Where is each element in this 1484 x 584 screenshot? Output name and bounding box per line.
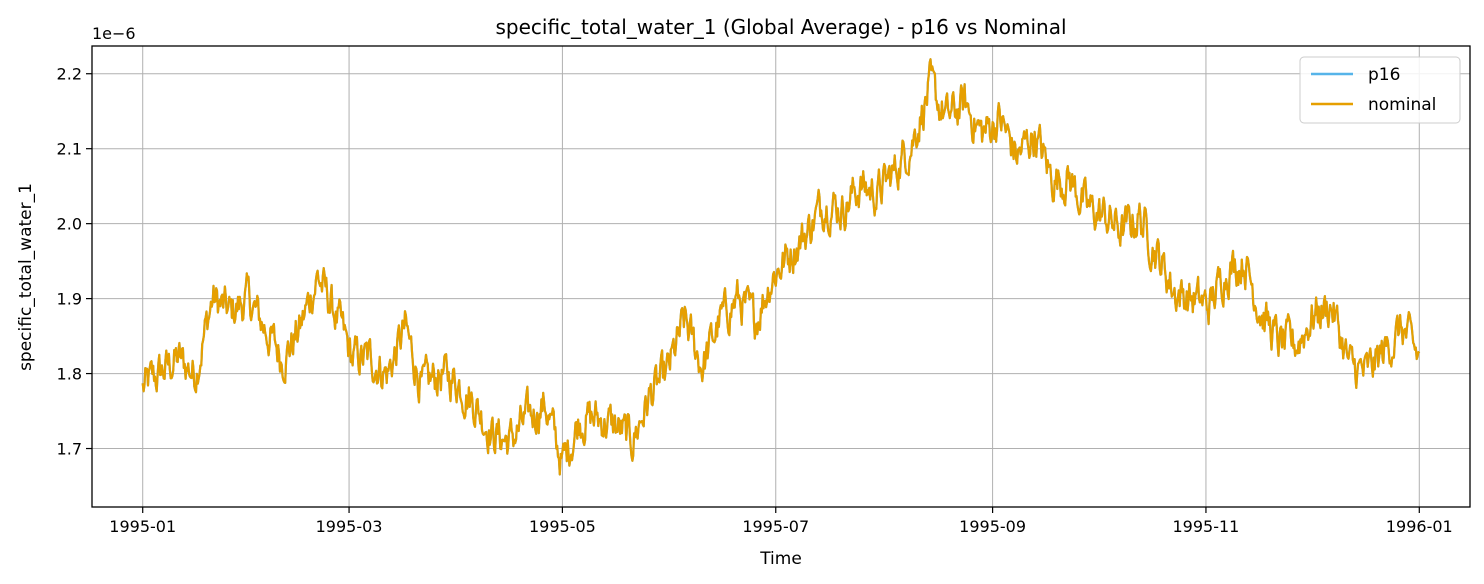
plot-frame	[91, 45, 1471, 508]
y-scale-label: 1e−6	[92, 24, 136, 43]
series-layer	[141, 58, 1421, 476]
legend: p16 nominal	[1299, 56, 1461, 124]
legend-label-nominal: nominal	[1368, 95, 1436, 115]
y-tick-label: 1.7	[57, 440, 82, 459]
x-tick-label: 1995-05	[529, 517, 596, 536]
chart-title: specific_total_water_1 (Global Average) …	[495, 15, 1066, 39]
x-tick-label: 1995-03	[316, 517, 383, 536]
x-tick-label: 1995-01	[109, 517, 176, 536]
x-tick-label: 1995-11	[1173, 517, 1240, 536]
series-line-nominal	[141, 58, 1421, 476]
y-tick-label: 2.2	[57, 65, 82, 84]
legend-label-p16: p16	[1368, 65, 1400, 85]
y-axis-label: specific_total_water_1	[16, 183, 36, 371]
x-tick-label: 1996-01	[1386, 517, 1453, 536]
y-tick-label: 1.9	[57, 290, 82, 309]
y-tick-label: 2.0	[57, 215, 82, 234]
y-axis: 1.7 1.8 1.9 2.0 2.1 2.2	[57, 65, 92, 459]
y-tick-label: 2.1	[57, 140, 82, 159]
x-tick-label: 1995-07	[742, 517, 809, 536]
x-axis: 1995-01 1995-03 1995-05 1995-07 1995-09 1995-…	[109, 507, 1453, 536]
grid	[92, 46, 1470, 507]
x-axis-label: Time	[759, 549, 802, 569]
y-tick-label: 1.8	[57, 365, 82, 384]
x-tick-label: 1995-09	[959, 517, 1026, 536]
